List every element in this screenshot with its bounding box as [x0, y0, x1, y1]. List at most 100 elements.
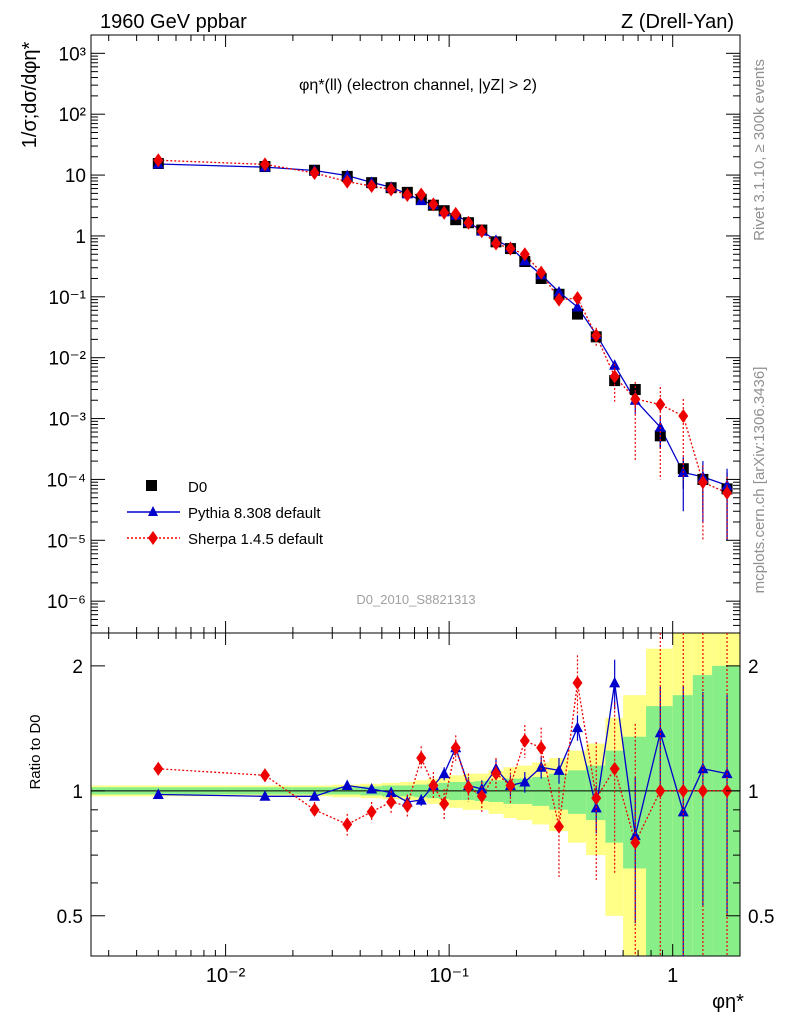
- band-inner: [646, 706, 673, 956]
- data-markers: [152, 153, 733, 956]
- sherpa-marker: [678, 783, 689, 798]
- pythia-marker: [415, 794, 427, 805]
- x-tick-label: 1: [667, 965, 678, 987]
- sherpa-marker: [416, 187, 427, 202]
- pythia-marker: [654, 421, 666, 432]
- pythia-marker: [366, 783, 378, 794]
- right-title: Z (Drell-Yan): [621, 11, 734, 33]
- y-tick-label: 10⁻⁴: [47, 470, 86, 491]
- sherpa-marker: [630, 391, 641, 406]
- sherpa-marker: [463, 780, 474, 795]
- axis-ticks: 10⁻² 10⁻¹ 110³10²10110⁻¹10⁻²10⁻³10⁻⁴10⁻⁵10…: [47, 34, 774, 987]
- legend: D0 Pythia 8.308 default Sherpa 1.4.5 def…: [127, 479, 324, 548]
- sherpa-marker: [259, 157, 270, 172]
- pythia-marker: [476, 783, 488, 794]
- ratio-tick-label: 1: [748, 782, 759, 803]
- ratio-tick-label: 0.5: [57, 907, 83, 928]
- sherpa-marker: [553, 292, 564, 307]
- y-tick-label: 10⁻²: [49, 349, 87, 370]
- sherpa-marker: [342, 174, 353, 189]
- sherpa-marker: [655, 783, 666, 798]
- sherpa-marker: [697, 475, 708, 490]
- legend-label-sherpa: Sherpa 1.4.5 default: [188, 531, 324, 548]
- pythia-marker: [721, 767, 733, 779]
- plot-title: φη*(ll) (electron channel, |yZ| > 2): [299, 77, 537, 94]
- sherpa-marker: [591, 791, 602, 806]
- y-tick-label: 1: [75, 227, 86, 248]
- x-tick-label: 10⁻¹: [429, 965, 469, 987]
- y-axis-label: 1/σ;dσ/dφη*: [19, 41, 41, 148]
- y-tick-label: 10: [65, 166, 86, 187]
- sherpa-marker: [553, 819, 564, 834]
- pythia-marker: [697, 762, 709, 774]
- ratio-tick-label: 2: [748, 657, 759, 678]
- ratio-tick-label: 0.5: [748, 907, 774, 928]
- sherpa-marker: [697, 783, 708, 798]
- sherpa-marker: [153, 761, 164, 776]
- sherpa-marker: [655, 397, 666, 412]
- sherpa-marker: [342, 817, 353, 832]
- sherpa-marker: [591, 328, 602, 343]
- sherpa-marker: [536, 265, 547, 280]
- y-tick-label: 10⁻³: [49, 410, 87, 431]
- sherpa-marker: [476, 224, 487, 239]
- side-rivet-label: Rivet 3.1.10, ≥ 300k events: [751, 59, 768, 241]
- sherpa-marker: [386, 182, 397, 197]
- band-inner: [532, 776, 550, 806]
- sherpa-marker: [505, 778, 516, 793]
- pythia-marker: [571, 721, 583, 733]
- sherpa-marker: [366, 179, 377, 194]
- y-tick-label: 10⁻⁵: [47, 531, 86, 552]
- band-inner: [567, 770, 587, 814]
- sherpa-marker: [402, 188, 413, 203]
- pythia-marker: [654, 726, 666, 738]
- sherpa-marker: [678, 409, 689, 424]
- ratio-line: [158, 682, 728, 845]
- pythia-marker: [309, 790, 321, 801]
- pythia-marker: [152, 788, 164, 799]
- sherpa-marker: [386, 794, 397, 809]
- pythia-marker: [571, 301, 583, 312]
- y-tick-label: 10²: [59, 105, 86, 126]
- sherpa-marker: [416, 750, 427, 765]
- sherpa-marker: [609, 369, 620, 384]
- sherpa-marker: [428, 778, 439, 793]
- sherpa-marker: [519, 247, 530, 262]
- ratio-frame: [90, 632, 741, 957]
- pythia-marker: [609, 676, 621, 688]
- legend-marker-d0: [146, 480, 157, 491]
- pythia-marker: [553, 285, 565, 297]
- pythia-marker: [721, 479, 733, 490]
- pythia-marker: [629, 829, 641, 841]
- sherpa-marker: [450, 740, 461, 755]
- sherpa-marker: [153, 153, 164, 168]
- x-tick-label: 10⁻²: [206, 965, 246, 987]
- sherpa-marker: [572, 675, 583, 690]
- sherpa-marker: [259, 768, 270, 783]
- sherpa-marker: [490, 236, 501, 251]
- pythia-marker: [438, 767, 450, 779]
- sherpa-marker: [309, 166, 320, 181]
- pythia-marker: [341, 779, 353, 790]
- pythia-marker: [677, 805, 689, 817]
- band-inner: [712, 665, 740, 956]
- sherpa-marker: [428, 197, 439, 212]
- d0-marker: [629, 384, 641, 396]
- sherpa-marker: [439, 796, 450, 811]
- pythia-marker: [519, 776, 531, 787]
- legend-marker-sherpa: [148, 531, 158, 545]
- y-tick-label: 10³: [59, 44, 86, 65]
- sherpa-marker: [572, 291, 583, 306]
- sherpa-marker: [505, 241, 516, 256]
- sherpa-marker: [450, 206, 461, 221]
- sherpa-marker: [536, 740, 547, 755]
- ratio-y-axis-label: Ratio to D0: [27, 714, 44, 789]
- d0-marker: [571, 308, 583, 320]
- sherpa-marker: [402, 798, 413, 813]
- sherpa-marker: [476, 789, 487, 804]
- ratio-tick-label: 1: [72, 782, 83, 803]
- sherpa-marker: [463, 215, 474, 230]
- legend-label-pythia: Pythia 8.308 default: [188, 505, 321, 522]
- series-line: [158, 159, 728, 494]
